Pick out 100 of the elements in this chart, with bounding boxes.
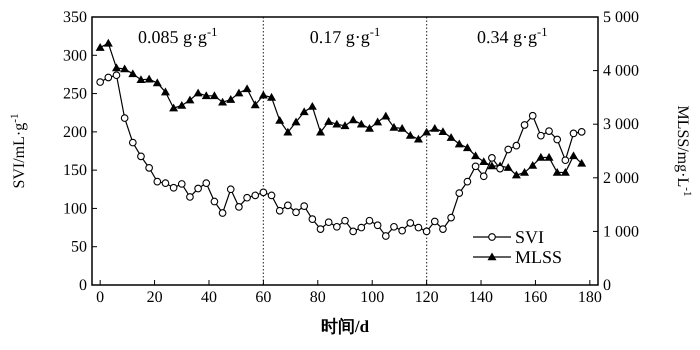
point xyxy=(210,198,218,206)
point xyxy=(340,121,350,130)
point xyxy=(258,90,268,99)
point xyxy=(160,88,170,96)
point xyxy=(382,232,390,240)
point xyxy=(104,38,113,47)
x-tick-label: 180 xyxy=(578,289,602,306)
point xyxy=(356,120,366,128)
point xyxy=(226,95,236,103)
y-tick-label: 0 xyxy=(79,277,87,294)
point xyxy=(439,225,447,233)
point xyxy=(487,162,496,170)
point xyxy=(178,180,186,188)
point xyxy=(185,96,194,104)
y-tick-label: 300 xyxy=(63,47,87,64)
y2-tick-label: 5 000 xyxy=(603,9,639,26)
point xyxy=(438,127,448,136)
point xyxy=(422,228,430,236)
point xyxy=(324,218,333,226)
annotation: 0.34 g·g$^{-1}$ xyxy=(477,25,548,47)
point xyxy=(194,184,202,192)
point xyxy=(268,192,276,200)
point xyxy=(364,124,374,132)
point xyxy=(373,118,382,126)
point xyxy=(260,188,268,196)
point xyxy=(536,152,546,161)
point xyxy=(430,218,439,226)
point xyxy=(96,43,105,51)
point xyxy=(186,193,194,201)
point xyxy=(422,128,432,136)
point xyxy=(136,75,146,84)
point xyxy=(250,100,260,108)
point xyxy=(308,215,316,223)
point xyxy=(349,228,358,236)
point xyxy=(177,100,186,109)
point xyxy=(398,124,407,132)
x-tick-label: 0 xyxy=(96,289,104,306)
point xyxy=(569,151,578,160)
point xyxy=(292,208,300,216)
point xyxy=(284,202,292,210)
point xyxy=(374,221,382,230)
point xyxy=(471,151,480,160)
point xyxy=(414,134,423,143)
point xyxy=(398,226,406,234)
point xyxy=(390,222,398,231)
point xyxy=(170,184,178,192)
legend-label: MLSS xyxy=(515,247,562,267)
point xyxy=(218,98,228,106)
point xyxy=(553,136,562,144)
x-tick-label: 140 xyxy=(469,289,494,306)
point xyxy=(104,74,112,82)
point xyxy=(446,133,456,141)
point xyxy=(552,168,562,176)
point xyxy=(324,117,334,125)
point xyxy=(267,92,276,101)
point xyxy=(152,78,162,86)
point xyxy=(128,69,138,78)
point xyxy=(300,107,309,116)
x-tick-label: 80 xyxy=(310,289,326,306)
point xyxy=(544,152,554,161)
point xyxy=(128,138,137,146)
point xyxy=(520,121,528,129)
point xyxy=(520,168,530,176)
point xyxy=(120,114,128,122)
point xyxy=(202,179,210,188)
point xyxy=(283,128,292,136)
point xyxy=(577,158,586,167)
point xyxy=(504,163,513,171)
point xyxy=(243,194,251,202)
point xyxy=(242,84,252,92)
y-tick-label: 350 xyxy=(63,9,87,26)
point xyxy=(251,192,260,200)
y2-tick-label: 4 000 xyxy=(603,62,639,80)
point xyxy=(112,71,120,80)
point xyxy=(202,91,211,100)
point xyxy=(488,154,496,162)
y-tick-label: 50 xyxy=(71,238,87,256)
x-tick-label: 20 xyxy=(146,289,163,306)
point xyxy=(570,130,578,138)
annotation: 0.085 g·g$^{-1}$ xyxy=(138,25,218,47)
x-tick-label: 60 xyxy=(255,289,272,306)
point xyxy=(210,91,219,100)
point xyxy=(316,128,326,136)
point xyxy=(341,216,349,225)
point xyxy=(455,189,464,197)
point xyxy=(406,130,415,139)
point xyxy=(366,216,374,225)
point xyxy=(292,118,301,126)
point xyxy=(137,152,145,160)
point xyxy=(234,88,244,96)
point xyxy=(194,88,203,96)
point xyxy=(348,115,358,124)
point xyxy=(275,116,284,124)
point xyxy=(479,157,488,166)
point xyxy=(332,120,342,128)
point xyxy=(562,156,570,164)
point xyxy=(454,140,464,148)
point xyxy=(389,122,398,131)
point xyxy=(218,209,226,217)
point xyxy=(512,142,520,150)
